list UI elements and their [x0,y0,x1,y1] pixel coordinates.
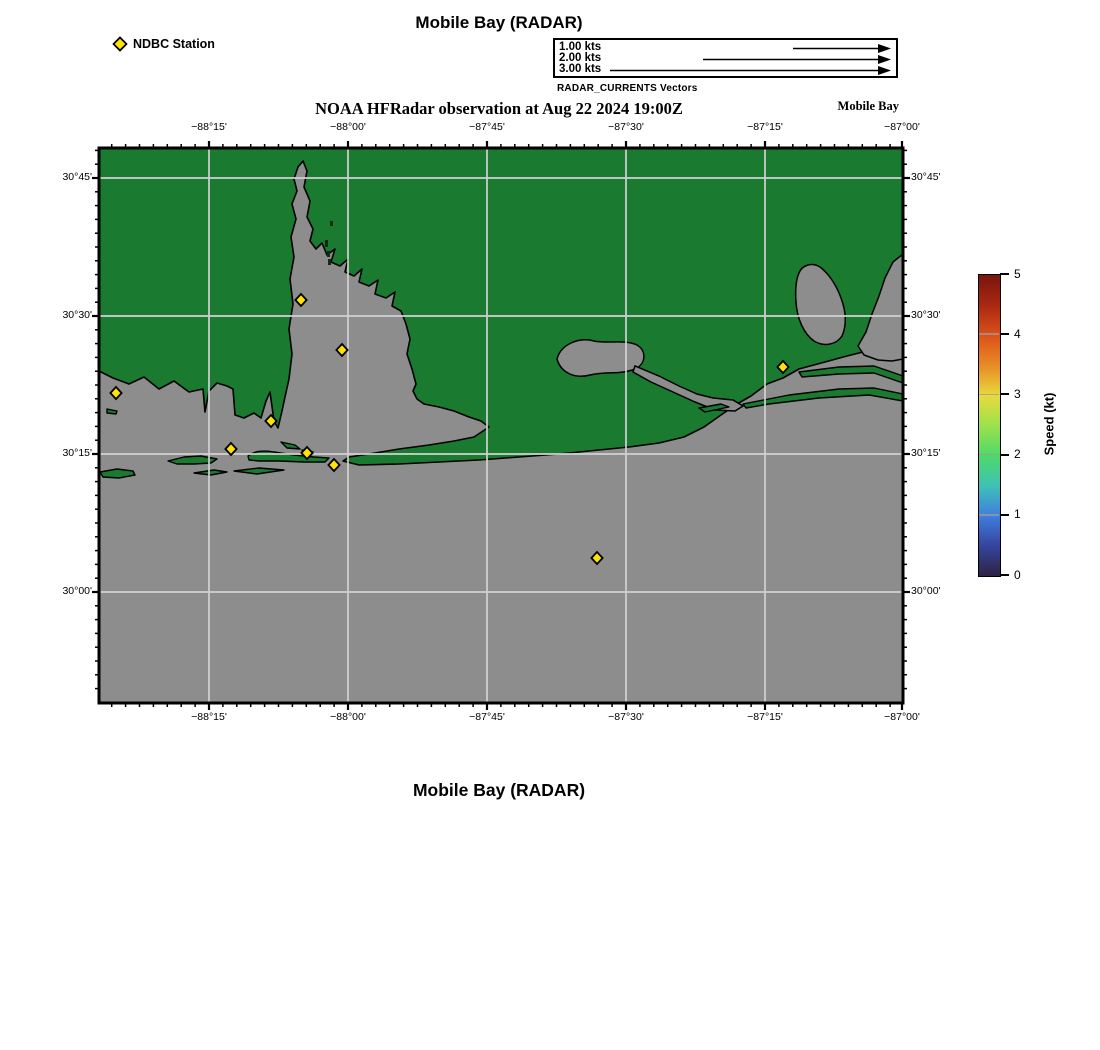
colorbar-tick-label: 5 [1014,266,1021,281]
ndbc-station-marker [590,550,604,566]
perdido-bay-channel [857,253,904,362]
vector-scale-legend: 1.00 kts 2.00 kts 3.00 kts [553,38,898,78]
colorbar-gridline [979,453,999,456]
bottom-title: Mobile Bay (RADAR) [412,780,586,800]
ndbc-station-marker [294,292,308,308]
lon-label-bottom: −88°00' [330,711,366,723]
vector-legend-caption: RADAR_CURRENTS Vectors [557,83,698,94]
colorbar-tick [1000,453,1009,456]
vector-arrow-head [878,66,891,75]
vector-scale-arrows [610,44,891,75]
colorbar-tick [1000,513,1009,516]
vector-arrow-head [878,44,891,53]
lat-label-right: 30°00' [911,585,941,597]
lon-label-bottom: −87°15' [747,711,783,723]
ndbc-station-marker [224,441,238,457]
wolf-bay-lobe [794,263,846,346]
colorbar [978,274,1001,577]
ndbc-station-diamond-icon [112,36,128,52]
colorbar-gradient [979,275,1000,576]
colorbar-gridline [979,333,999,335]
map-frame [97,146,905,705]
ndbc-station-marker [264,413,278,429]
map-geography [98,147,904,703]
lon-label-bottom: −87°45' [469,711,505,723]
colorbar-tick [1000,333,1009,336]
intracoastal-channel [632,364,745,412]
lon-label-bottom: −88°15' [191,711,227,723]
lat-label-right: 30°30' [911,309,941,321]
ndbc-station-marker [300,445,314,461]
vector-arrow-head [878,55,891,64]
ndbc-station-marker [109,385,123,401]
barrier-islands [99,365,904,479]
vector-scale-label-1: 1.00 kts [559,41,602,53]
lon-label-top: −87°30' [608,121,644,133]
colorbar-gridline [979,393,999,396]
vector-scale-label-2: 2.00 kts [559,52,602,64]
delta-islets [325,221,333,265]
colorbar-tick [1000,393,1009,396]
lat-label-left: 30°30' [62,309,92,321]
map-canvas [92,141,910,710]
ndbc-station-marker [776,359,790,375]
lon-label-top: −87°15' [747,121,783,133]
lat-label-left: 30°00' [62,585,92,597]
lat-label-left: 30°15' [62,447,92,459]
lon-label-top: −88°00' [330,121,366,133]
lon-label-top: −88°15' [191,121,227,133]
ndbc-legend-label: NDBC Station [133,37,215,51]
lon-label-bottom: −87°00' [884,711,920,723]
colorbar-tick [1000,574,1009,576]
ndbc-station-marker [327,457,341,473]
ndbc-station-legend: NDBC Station [112,36,215,52]
colorbar-title: Speed (kt) [1041,392,1057,456]
lon-label-top: −87°00' [884,121,920,133]
colorbar-gridline [979,514,999,516]
colorbar-tick-label: 3 [1014,386,1021,401]
colorbar-tick-label: 1 [1014,507,1021,522]
colorbar-tick-label: 0 [1014,567,1021,582]
lat-label-right: 30°45' [911,171,941,183]
page-title: Mobile Bay (RADAR) [415,13,583,32]
colorbar-tick-label: 4 [1014,326,1021,341]
graticule-gridlines [99,148,903,703]
mainland-landmass [98,147,904,466]
lat-label-right: 30°15' [911,447,941,459]
lon-label-top: −87°45' [469,121,505,133]
ndbc-station-marker [335,342,349,358]
lat-label-left: 30°45' [62,171,92,183]
region-label: Mobile Bay [837,99,899,113]
observation-title: NOAA HFRadar observation at Aug 22 2024 … [315,99,683,118]
colorbar-tick [1000,273,1009,275]
ndbc-stations-layer [109,292,790,566]
vector-scale-label-3: 3.00 kts [559,63,602,75]
colorbar-tick-label: 2 [1014,447,1021,462]
little-lagoon [556,339,645,377]
lon-label-bottom: −87°30' [608,711,644,723]
